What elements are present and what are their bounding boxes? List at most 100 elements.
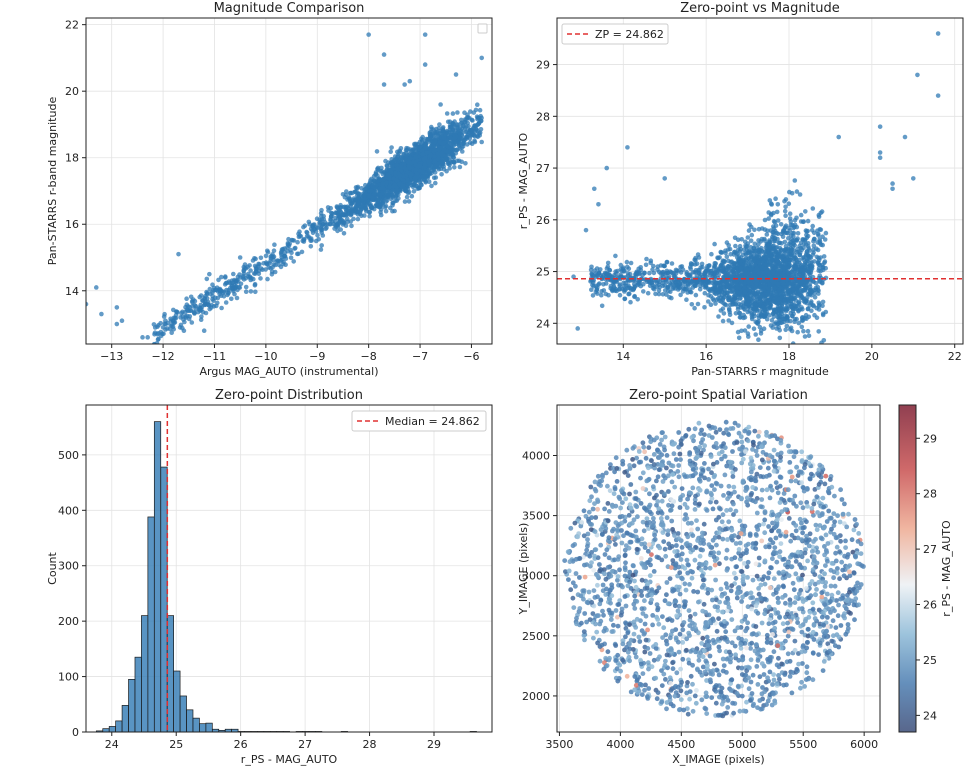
scatter-point [733, 243, 738, 249]
scatter-point [406, 189, 412, 195]
scatter-point [822, 260, 827, 266]
scatter-point [676, 285, 682, 291]
scatter-point [811, 279, 816, 285]
scatter-point [350, 200, 355, 205]
scatter-point [193, 303, 199, 309]
scatter-point [719, 269, 724, 274]
scatter-point [788, 233, 794, 238]
scatter-point [468, 109, 473, 114]
scatter-point [769, 318, 775, 323]
scatter-point-outlier [201, 328, 207, 333]
scatter-point [225, 291, 231, 296]
scatter-point [692, 262, 698, 267]
scatter-point [793, 262, 798, 268]
scatter-point [777, 335, 783, 341]
scatter-point [760, 270, 765, 276]
scatter-point [151, 322, 157, 327]
scatter-point [363, 206, 368, 211]
scatter-point [405, 177, 410, 183]
scatter-point [681, 278, 687, 284]
scatter-point-outlier [145, 335, 150, 340]
scatter-point [224, 280, 230, 286]
scatter-point [432, 154, 437, 159]
scatter-point-outlier [119, 318, 125, 324]
scatter-point [789, 328, 795, 334]
scatter-point [475, 115, 481, 121]
y-axis-label: Pan-STARRS r-band magnitude [46, 97, 59, 266]
scatter-point [329, 210, 334, 216]
scatter-point [718, 250, 724, 255]
scatter-point [601, 288, 607, 293]
scatter-point [314, 216, 320, 221]
scatter-point [724, 254, 730, 260]
scatter-point [397, 181, 402, 186]
scatter-point [479, 139, 485, 145]
scatter-point [189, 320, 195, 325]
scatter-point [232, 291, 237, 297]
scatter-point [203, 310, 209, 316]
scatter-point [617, 286, 623, 292]
scatter-point [394, 188, 400, 193]
scatter-point-outlier [237, 255, 243, 260]
scatter-point [451, 121, 456, 127]
scatter-point [379, 165, 384, 171]
scatter-point [650, 267, 655, 272]
scatter-point [775, 202, 781, 207]
scatter-point [651, 263, 656, 269]
scatter-point [803, 312, 809, 318]
scatter-point [779, 231, 784, 237]
scatter-point [792, 222, 798, 228]
scatter-point [632, 293, 637, 299]
scatter-point [317, 222, 322, 227]
scatter-point [776, 321, 781, 326]
scatter-point [770, 325, 775, 330]
scatter-point [319, 213, 324, 219]
y-tick-label: 22 [65, 19, 79, 32]
scatter-point [745, 331, 751, 336]
scatter-point [241, 268, 247, 273]
scatter-point [395, 166, 400, 172]
scatter-point [271, 248, 277, 253]
scatter-point [784, 323, 790, 329]
scatter-point [469, 141, 475, 146]
scatter-point [357, 209, 363, 215]
scatter-point [785, 266, 791, 271]
scatter-point [375, 165, 381, 171]
scatter-point [223, 300, 229, 305]
scatter-point [607, 267, 612, 273]
scatter-point [445, 143, 450, 149]
scatter-point [801, 257, 807, 263]
scatter-point [368, 203, 373, 209]
scatter-point [459, 132, 465, 138]
scatter-point [319, 207, 324, 213]
scatter-point [745, 241, 751, 246]
scatter-point [764, 232, 770, 237]
scatter-point [197, 294, 202, 300]
scatter-point [735, 306, 741, 312]
scatter-point [452, 165, 457, 170]
scatter-point [437, 139, 443, 145]
scatter-point [793, 298, 799, 303]
scatter-point [362, 213, 367, 218]
scatter-point [355, 206, 361, 211]
scatter-point [152, 330, 158, 336]
scatter-point-outlier [114, 321, 120, 327]
scatter-point [463, 126, 468, 131]
scatter-point [812, 295, 818, 300]
scatter-point [408, 171, 414, 177]
scatter-point [741, 312, 746, 318]
scatter-point [757, 284, 762, 290]
scatter-point [338, 227, 344, 232]
scatter-point [463, 161, 468, 166]
scatter-point [292, 246, 297, 251]
scatter-point [334, 205, 340, 210]
scatter-point [205, 290, 210, 296]
scatter-point [670, 270, 675, 276]
scatter-point [733, 311, 739, 316]
scatter-point [302, 223, 308, 228]
scatter-point [319, 243, 325, 248]
scatter-point [810, 206, 816, 211]
scatter-point [432, 170, 438, 175]
scatter-point [453, 151, 459, 156]
